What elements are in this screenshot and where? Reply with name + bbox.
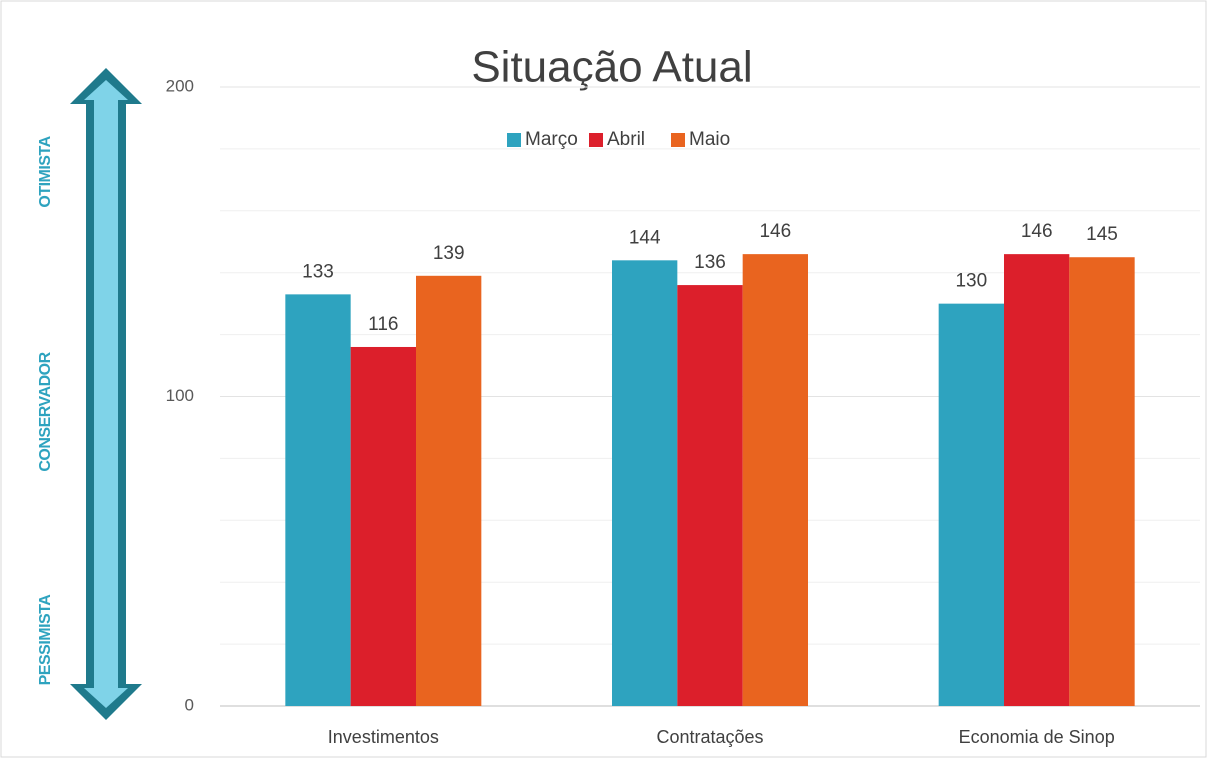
chart-title: Situação Atual [471, 43, 752, 92]
legend-label: Março [525, 129, 578, 150]
legend-swatch [589, 133, 603, 147]
scale-label: OTIMISTA [37, 135, 54, 207]
legend-label: Maio [689, 129, 730, 150]
legend-label: Abril [607, 129, 645, 150]
x-tick-label: Economia de Sinop [959, 727, 1115, 747]
bar [742, 254, 808, 706]
bar [1069, 257, 1135, 706]
bar [285, 294, 351, 706]
bar [677, 285, 743, 706]
value-label: 144 [629, 227, 661, 248]
value-label: 130 [955, 271, 987, 292]
bar [612, 260, 678, 706]
value-label: 116 [368, 314, 398, 335]
bar [938, 303, 1004, 706]
bar [416, 275, 482, 706]
x-tick-label: Investimentos [328, 727, 439, 747]
scale-label: PESSIMISTA [37, 594, 54, 686]
legend-swatch [671, 133, 685, 147]
value-label: 136 [694, 252, 726, 273]
y-tick-label: 0 [185, 695, 194, 714]
y-tick-label: 100 [166, 386, 194, 405]
scale-label: CONSERVADOR [37, 351, 54, 471]
value-label: 139 [433, 243, 465, 264]
legend-swatch [507, 133, 521, 147]
bar [350, 346, 416, 706]
x-tick-label: Contratações [656, 727, 763, 747]
y-tick-label: 200 [166, 76, 194, 95]
bar [1004, 254, 1070, 706]
value-label: 145 [1086, 224, 1118, 245]
scale-arrow [70, 68, 142, 720]
value-label: 133 [302, 261, 334, 282]
value-label: 146 [1021, 221, 1053, 242]
value-label: 146 [759, 221, 791, 242]
